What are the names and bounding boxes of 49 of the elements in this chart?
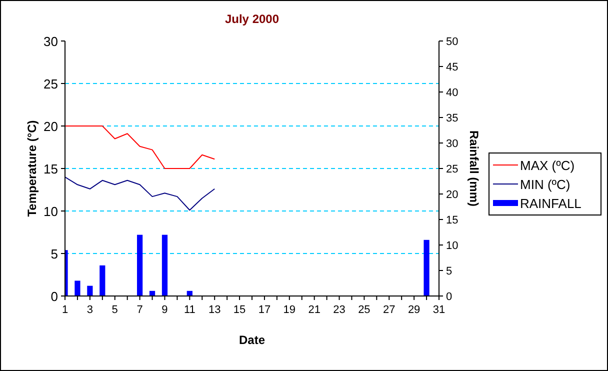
bar: [424, 240, 430, 296]
y-tick-label: 20: [44, 119, 58, 134]
x-tick-label: 23: [333, 304, 346, 316]
x-tick-label: 5: [112, 304, 118, 316]
legend-label: RAINFALL: [520, 196, 582, 211]
x-tick-label: 7: [136, 304, 143, 316]
x-tick-label: 29: [408, 304, 420, 316]
x-tick-label: 3: [86, 304, 93, 316]
y2-tick-label: 0: [446, 291, 452, 303]
y2-axis-title: Rainfall (mm): [467, 130, 481, 207]
x-tick-label: 1: [62, 304, 68, 316]
bar: [162, 234, 168, 296]
x-tick-label: 31: [432, 304, 446, 316]
bar: [100, 265, 106, 296]
y-tick-label: 10: [44, 204, 58, 219]
x-tick-label: 27: [383, 304, 396, 316]
line-series: [65, 126, 216, 169]
y2-tick-label: 40: [446, 87, 458, 99]
x-axis-title: Date: [238, 333, 266, 347]
legend-label: MAX (ºC): [520, 158, 575, 173]
x-tick-label: 9: [162, 304, 168, 316]
x-tick-label: 13: [208, 304, 221, 316]
y2-tick-label: 50: [446, 36, 458, 48]
x-tick-label: 17: [258, 304, 271, 316]
x-tick-label: 19: [283, 304, 296, 316]
y-tick-label: 5: [50, 246, 58, 262]
bar: [87, 286, 93, 296]
y-tick-label: 15: [44, 162, 58, 176]
bar: [74, 280, 80, 296]
x-tick-label: 11: [184, 304, 196, 316]
x-tick-label: 21: [308, 304, 320, 316]
legend-label: MIN (ºC): [520, 177, 570, 192]
y-axis-title: Temperature (°C): [25, 120, 39, 217]
bar: [136, 234, 143, 296]
y-tick-label: 30: [44, 34, 58, 49]
y-tick-label: 25: [44, 76, 58, 92]
y-tick-label: 0: [50, 289, 58, 304]
y2-tick-label: 35: [446, 112, 458, 124]
y2-tick-label: 10: [446, 240, 458, 252]
y2-tick-label: 45: [446, 62, 458, 74]
y2-tick-label: 5: [446, 266, 452, 278]
y2-tick-label: 25: [446, 164, 458, 176]
y2-tick-label: 30: [446, 138, 458, 150]
line-series: [65, 176, 216, 211]
y2-tick-label: 15: [446, 214, 458, 226]
chart-title: July 2000: [224, 12, 280, 26]
x-tick-label: 15: [233, 304, 246, 316]
x-tick-label: 25: [358, 304, 370, 316]
y2-tick-label: 20: [446, 189, 458, 201]
